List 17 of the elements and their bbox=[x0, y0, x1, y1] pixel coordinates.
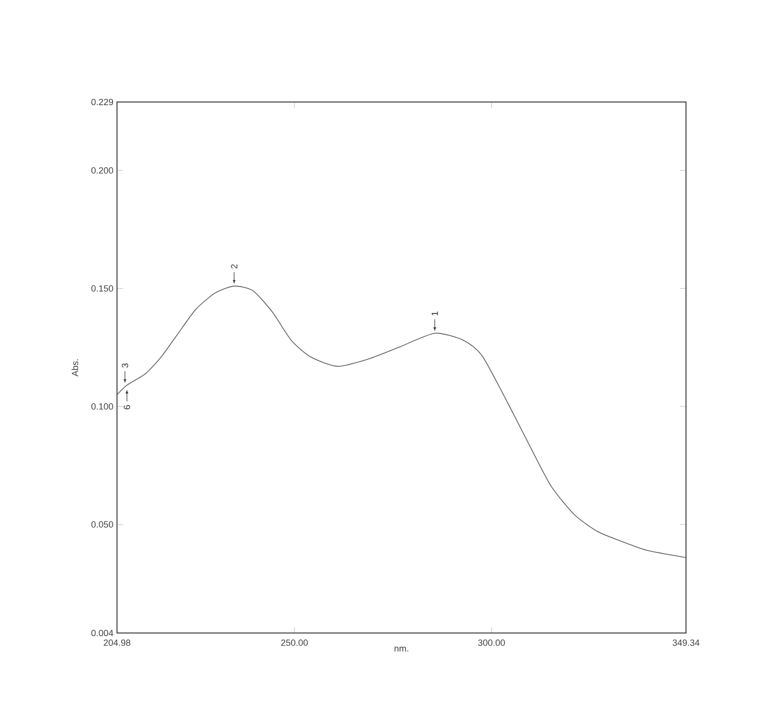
y-axis-title: Abs. bbox=[72, 359, 78, 376]
annotation: 2 bbox=[231, 264, 238, 268]
x-tick-label: 250.00 bbox=[281, 640, 308, 646]
x-tick-label: 204.98 bbox=[104, 640, 130, 646]
y-tick-label: 0.200 bbox=[91, 167, 114, 174]
x-tick-label: 349.34 bbox=[672, 640, 700, 646]
y-tick-label: 0.229 bbox=[91, 98, 114, 106]
annotation: 1 bbox=[432, 312, 438, 316]
annotation: 6 bbox=[124, 405, 130, 410]
y-tick-label: 0.100 bbox=[91, 403, 114, 410]
y-tick-label: 0.004 bbox=[91, 630, 114, 636]
annotation: 3 bbox=[122, 363, 128, 368]
y-tick-label: 0.050 bbox=[91, 521, 114, 528]
line-series bbox=[116, 286, 686, 558]
y-tick-label: 0.150 bbox=[91, 285, 114, 292]
x-tick-label: 300.00 bbox=[478, 640, 505, 646]
x-axis-title: nm. bbox=[394, 646, 408, 652]
